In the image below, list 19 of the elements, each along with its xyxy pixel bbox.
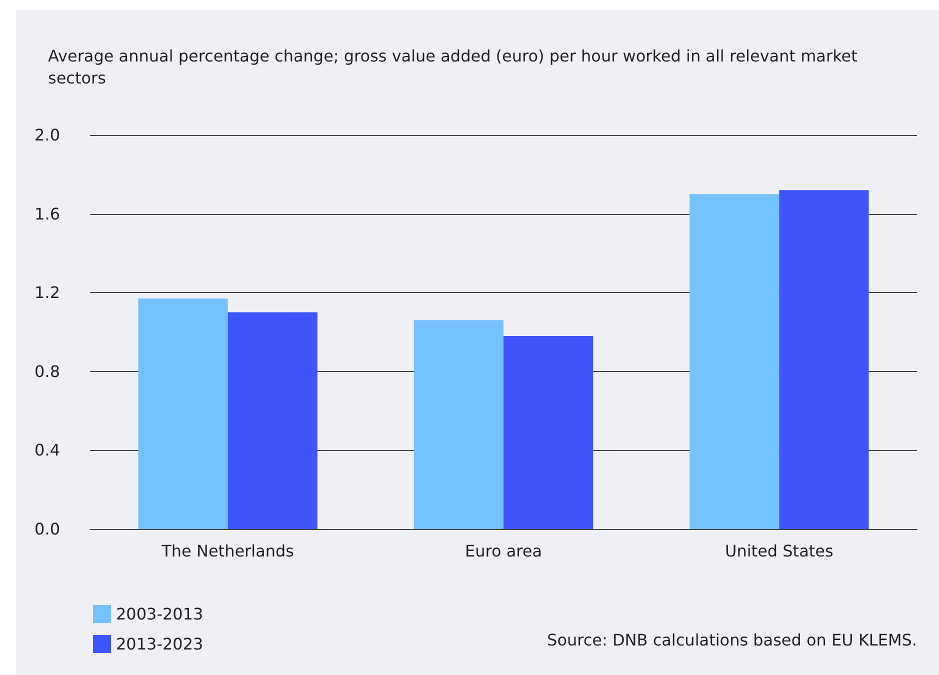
bar (504, 336, 594, 529)
x-tick-label: Euro area (464, 542, 542, 560)
y-tick-label: 0.0 (34, 520, 60, 538)
y-tick-label: 1.2 (34, 283, 60, 302)
y-tick-label: 1.6 (34, 204, 60, 224)
legend-label: 2003-2013 (116, 604, 204, 624)
bar (779, 190, 869, 529)
y-tick-label: 2.0 (34, 126, 60, 144)
chart-title: Average annual percentage change; gross value added (euro) per hour worked in all relevant market sectors (48, 46, 862, 88)
y-tick-label: 0.8 (34, 362, 60, 381)
y-tick-label: 0.4 (34, 440, 60, 460)
source-note: Source: DNB calculations based on EU KLEMS. (547, 630, 917, 650)
bar (414, 320, 504, 529)
bar (138, 298, 228, 529)
x-tick-label: United States (724, 542, 834, 560)
bar (690, 194, 780, 529)
x-tick-label: The Netherlands (160, 542, 294, 560)
legend-label: 2013-2023 (116, 634, 204, 654)
bar (228, 312, 318, 529)
